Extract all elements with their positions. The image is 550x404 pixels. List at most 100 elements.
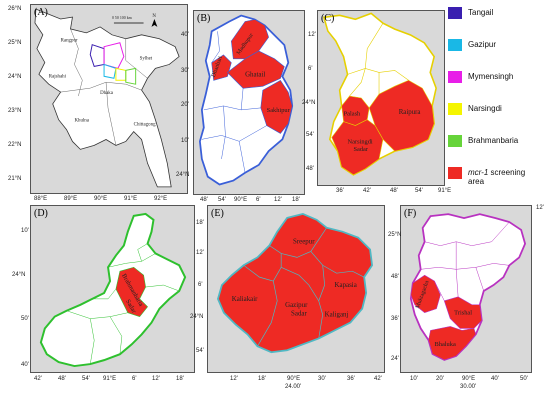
north-label: N <box>152 14 156 19</box>
f-lon-tick: 10' <box>410 376 418 382</box>
c-lon-tick: 42' <box>363 188 371 194</box>
f-lat-tick: 12' <box>536 205 544 211</box>
region-trishal <box>443 296 483 329</box>
e-lat-tick: 6' <box>198 282 203 288</box>
place-khulna: Khulna <box>74 119 89 124</box>
c-lon-tick: 54' <box>415 188 423 194</box>
upazila-border <box>201 125 267 142</box>
panel-e-gazipur-map: Sreepur Kapasia Kaliakair Gazipur Sadar … <box>207 205 385 373</box>
a-lon-tick: 92°E <box>154 196 168 202</box>
a-lon-tick: 88°E <box>34 196 48 202</box>
upazila-border <box>90 318 95 365</box>
c-lon-tick: 36' <box>336 188 344 194</box>
panel-c-narsingdi-map: Palash Raipura Narsingdi Sadar (C) <box>317 10 445 186</box>
region-sakhipur <box>260 80 293 134</box>
label-trishal: Trishal <box>454 310 472 317</box>
f-lon-tick: 20' <box>436 376 444 382</box>
north-arrow-icon <box>151 19 158 27</box>
panel-e-label: (E) <box>211 208 224 219</box>
upazila-border <box>420 263 510 270</box>
legend-item-brahmanbaria: Brahmanbaria <box>448 135 548 149</box>
division-border <box>70 28 83 97</box>
mymensingh-outline <box>409 213 527 361</box>
upazila-border <box>318 265 326 301</box>
panel-c-label: (C) <box>321 13 335 24</box>
c-lon-tick: 91°E <box>438 188 452 194</box>
d-lon-tick: 54' <box>82 376 90 382</box>
b-lon-tick: 12' <box>274 197 282 203</box>
d-lon-tick: 18' <box>176 376 184 382</box>
e-lon-tick: 90°E <box>287 376 301 382</box>
legend-item-narsingdi: Narsingdi <box>448 103 548 117</box>
d-lat-tick: 40' <box>21 362 29 368</box>
division-border <box>125 38 148 79</box>
legend-label: mcr-1 screening area <box>468 168 525 186</box>
brahmanbaria-map-svg: Brahmanbaria Sadar <box>39 212 187 368</box>
upazila-border <box>66 310 128 319</box>
upazila-border <box>257 281 278 347</box>
label-ghatail: Ghatail <box>245 71 265 78</box>
region-narsingdi-sadar <box>331 119 384 176</box>
upazila-border <box>145 284 180 292</box>
brahmanbaria-outline <box>39 212 187 368</box>
legend-label: Mymensingh <box>468 72 514 81</box>
upazila-border <box>434 281 451 319</box>
label-sadar: Sadar <box>291 311 307 318</box>
legend-label-line2: area <box>468 177 485 186</box>
d-lon-tick: 42' <box>34 376 42 382</box>
panel-f-label: (F) <box>404 208 417 219</box>
label-bhaluka: Bhaluka <box>434 341 455 348</box>
division-border <box>105 82 117 146</box>
legend-item-mymensingh: Mymensingh <box>448 71 548 85</box>
d-lon-tick: 12' <box>152 376 160 382</box>
c-lat-tick: 12' <box>308 32 316 38</box>
a-lon-tick: 89°E <box>64 196 78 202</box>
region-dhanbari <box>211 54 232 81</box>
d-lat-tick: 24°N <box>12 272 26 278</box>
d-lon-tick: 91°E <box>103 376 117 382</box>
f-lat-tick: 36' <box>391 316 399 322</box>
legend-swatch <box>448 39 462 51</box>
tangail-outline <box>89 44 105 67</box>
place-chittagong: Chittagong <box>134 123 156 128</box>
e-lat-tick: 18' <box>196 220 204 226</box>
panel-d-brahmanbaria-map: Brahmanbaria Sadar (D) <box>30 205 195 373</box>
scale-label: 0 50 100 km <box>112 15 132 20</box>
gazipur-outline <box>216 212 374 354</box>
b-lat-tick: 40' <box>181 32 189 38</box>
upazila-border <box>137 243 148 262</box>
d-lon-tick: 48' <box>58 376 66 382</box>
upazila-border <box>269 227 327 258</box>
region-muktagacha <box>410 274 441 313</box>
e-lon-tick: 42' <box>374 376 382 382</box>
a-lat-tick: 25°N <box>8 40 22 46</box>
d-lat-tick: 10' <box>21 228 29 234</box>
upazila-border <box>424 221 510 246</box>
upazila-border <box>238 141 246 173</box>
c-lat-tick: 6' <box>308 66 313 72</box>
f-lon-tick: 90°E <box>462 376 476 382</box>
label-raipura: Raipura <box>399 109 421 116</box>
panel-f-mymensingh-map: Muktagacha Trishal Bhaluka (F) <box>400 205 532 373</box>
place-sylhet: Sylhet <box>140 57 153 62</box>
legend-label-italic: mcr-1 <box>468 168 489 177</box>
upazila-border <box>92 288 117 300</box>
b-lon-tick: 90°E <box>234 197 248 203</box>
b-lat-tick: 10' <box>181 138 189 144</box>
e-lat-tick: 24°N <box>190 314 204 320</box>
f-lon-sub: 30.00' <box>460 384 477 390</box>
label-palash: Palash <box>344 111 361 118</box>
b-lon-tick: 54' <box>218 197 226 203</box>
a-lat-tick: 22°N <box>8 142 22 148</box>
place-rajshahi: Rajshahi <box>49 74 67 79</box>
label-kapasia: Kapasia <box>335 282 357 289</box>
upazila-border <box>310 251 365 278</box>
b-lon-tick: 18' <box>292 197 300 203</box>
f-lon-tick: 40' <box>491 376 499 382</box>
upazila-border <box>281 266 324 339</box>
narsingdi-map-svg: Palash Raipura Narsingdi Sadar <box>322 12 437 176</box>
panel-b-tangail-map: Dhanbari Madhupur Ghatail Sakhipur (B) <box>193 10 305 195</box>
b-lon-tick: 6' <box>256 197 261 203</box>
a-lat-tick: 21°N <box>8 176 22 182</box>
label-kaliganj: Kaliganj <box>325 312 349 319</box>
